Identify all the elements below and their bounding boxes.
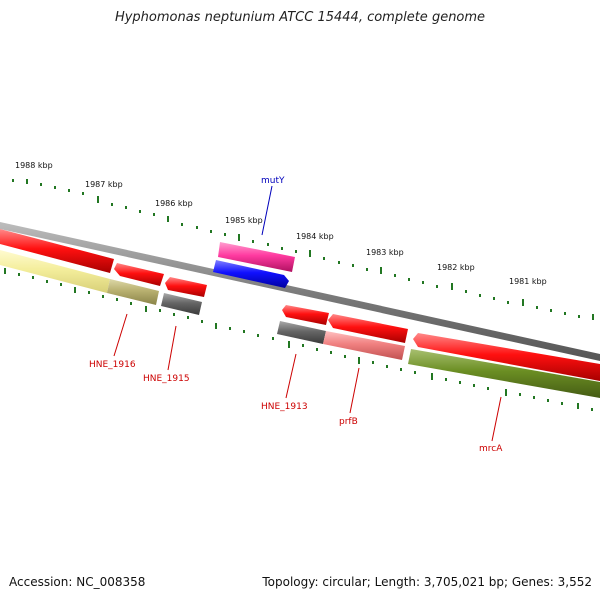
outer-scale-ticks bbox=[12, 179, 594, 320]
gene-label-HNE_1915[interactable]: HNE_1915 bbox=[143, 374, 190, 384]
gene-feature[interactable] bbox=[161, 293, 202, 315]
leader-line bbox=[113, 313, 128, 357]
scale-label: 1987 kbp bbox=[85, 180, 123, 189]
salmon-feature[interactable] bbox=[323, 331, 405, 360]
genome-backbone bbox=[0, 222, 600, 361]
scale-label: 1981 kbp bbox=[509, 277, 547, 286]
pale-yellow-feature[interactable] bbox=[0, 250, 110, 293]
gene-label-HNE_1913[interactable]: HNE_1913 bbox=[261, 402, 308, 412]
khaki-feature[interactable] bbox=[107, 279, 159, 305]
gene-label-prfB[interactable]: prfB bbox=[339, 417, 358, 427]
scale-label: 1986 kbp bbox=[155, 199, 193, 208]
genome-summary-text: Topology: circular; Length: 3,705,021 bp… bbox=[262, 575, 592, 589]
cds-feature[interactable] bbox=[0, 229, 114, 273]
olive-feature[interactable] bbox=[408, 349, 600, 398]
gene-label-mrcA[interactable]: mrcA bbox=[479, 444, 503, 454]
accession-text: Accession: NC_008358 bbox=[9, 575, 146, 589]
gene-feature[interactable] bbox=[277, 321, 326, 344]
gene-label-HNE_1916[interactable]: HNE_1916 bbox=[89, 360, 136, 370]
cds-feature[interactable] bbox=[282, 305, 329, 325]
scale-label: 1985 kbp bbox=[225, 216, 263, 225]
scale-label: 1982 kbp bbox=[437, 263, 475, 272]
inner-scale-ticks bbox=[4, 268, 593, 411]
leader-line bbox=[167, 325, 177, 371]
leader-line bbox=[349, 367, 360, 414]
cds-feature[interactable] bbox=[114, 263, 164, 286]
cds-feature[interactable] bbox=[165, 277, 207, 297]
leader-line bbox=[491, 396, 502, 442]
cds-feature[interactable] bbox=[413, 333, 600, 381]
pink-feature[interactable] bbox=[218, 242, 295, 272]
scale-label: 1983 kbp bbox=[366, 248, 404, 257]
mutY-feature[interactable] bbox=[213, 260, 289, 288]
scale-label: 1984 kbp bbox=[296, 232, 334, 241]
gene-label-mutY[interactable]: mutY bbox=[261, 176, 285, 186]
leader-line bbox=[261, 185, 273, 236]
scale-label: 1988 kbp bbox=[15, 161, 53, 170]
leader-line bbox=[285, 353, 297, 399]
page-title: Hyphomonas neptunium ATCC 15444, complet… bbox=[114, 10, 486, 25]
cds-feature[interactable] bbox=[328, 314, 408, 343]
